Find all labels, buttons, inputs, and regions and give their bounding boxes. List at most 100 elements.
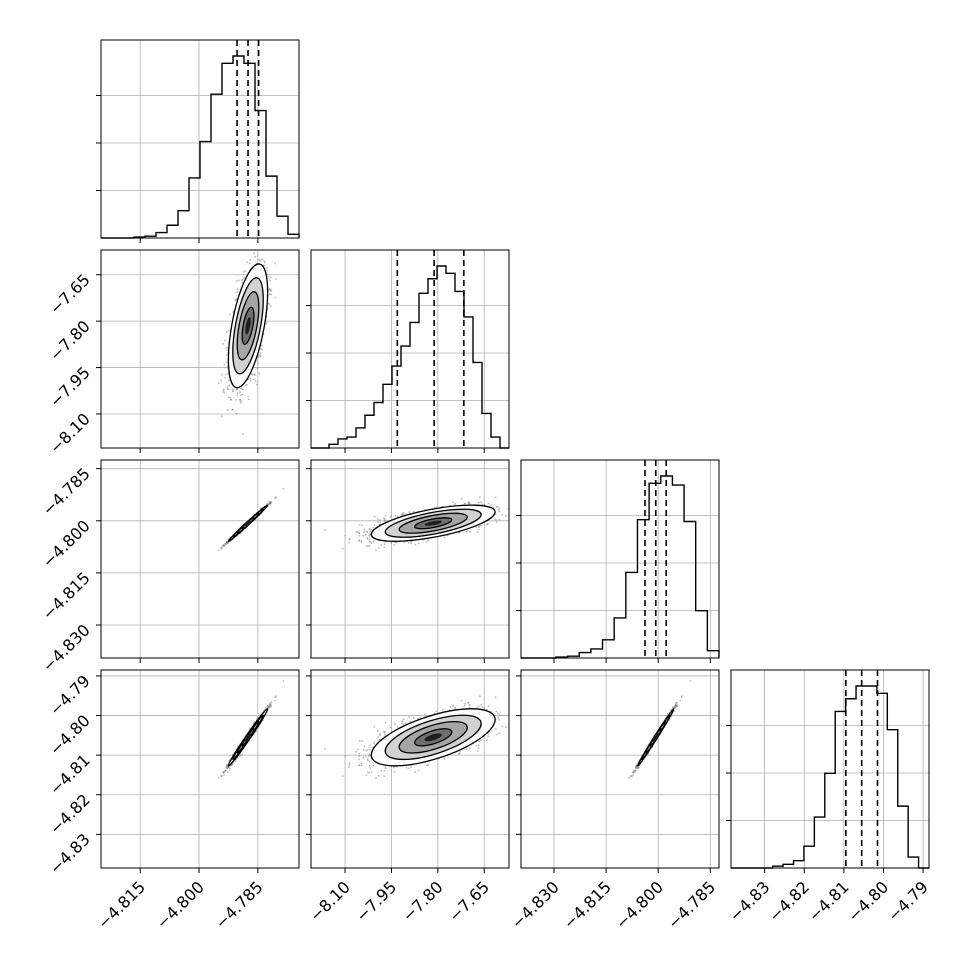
- grid-lines: [311, 460, 509, 658]
- sample-point: [220, 379, 222, 382]
- y-tick-label: −8.10: [46, 409, 94, 457]
- sample-point: [232, 311, 234, 314]
- sample-point: [260, 347, 262, 350]
- sample-point: [265, 267, 268, 269]
- sample-point: [358, 523, 361, 526]
- sample-point: [226, 766, 229, 769]
- sample-point: [369, 530, 372, 533]
- panel-frame: [520, 459, 720, 659]
- sample-point: [228, 384, 231, 387]
- sample-point: [226, 409, 229, 411]
- y-tick-label: −4.830: [39, 620, 94, 675]
- sample-point: [231, 408, 234, 411]
- sample-point: [417, 542, 420, 545]
- sample-point: [240, 279, 243, 282]
- sample-point: [256, 383, 258, 386]
- sample-point: [253, 374, 256, 377]
- sample-point: [358, 535, 360, 537]
- sample-point: [253, 252, 256, 255]
- sample-point: [239, 755, 241, 758]
- sample-point: [274, 699, 277, 702]
- sample-point: [223, 391, 225, 394]
- panel-1-0: −8.10−7.95−7.80−7.65: [46, 249, 300, 457]
- sample-point: [239, 391, 241, 394]
- sample-point: [480, 524, 482, 527]
- sample-point: [238, 279, 240, 282]
- sample-point: [377, 547, 380, 550]
- sample-point: [494, 496, 497, 499]
- sample-point: [454, 502, 456, 505]
- sample-point: [254, 255, 257, 258]
- sample-point: [224, 339, 226, 342]
- sample-point: [224, 373, 227, 376]
- sample-point: [465, 530, 468, 533]
- sample-point: [259, 352, 262, 355]
- sample-point: [257, 362, 260, 365]
- sample-point: [229, 396, 231, 399]
- sample-point: [226, 542, 229, 545]
- sample-point: [452, 501, 454, 504]
- sample-point: [239, 398, 241, 401]
- grid-lines: [311, 250, 509, 448]
- sample-point: [274, 296, 277, 299]
- sample-point: [360, 541, 363, 544]
- density-contours: [370, 504, 496, 542]
- sample-point: [366, 537, 369, 540]
- sample-point: [236, 288, 239, 291]
- sample-point: [365, 545, 368, 547]
- y-tick-label: −7.95: [46, 363, 94, 411]
- sample-point: [383, 546, 386, 549]
- sample-point: [274, 496, 277, 499]
- sample-point: [323, 528, 326, 531]
- sample-point: [220, 547, 223, 550]
- sample-point: [247, 398, 250, 401]
- sample-point: [254, 380, 257, 383]
- histogram-2: [521, 475, 720, 659]
- sample-point: [242, 433, 244, 436]
- sample-point: [259, 259, 262, 262]
- sample-point: [373, 515, 376, 518]
- sample-point: [341, 547, 344, 550]
- sample-point: [241, 388, 243, 390]
- sample-point: [378, 519, 381, 521]
- sample-point: [372, 540, 375, 543]
- sample-point: [266, 705, 269, 707]
- sample-point: [275, 278, 278, 280]
- sample-point: [362, 534, 365, 537]
- sample-point: [269, 502, 272, 505]
- sample-point: [368, 538, 371, 541]
- sample-point: [245, 384, 247, 387]
- sample-point: [393, 544, 396, 547]
- sample-point: [477, 501, 480, 504]
- corner-panels: −8.10−7.95−7.80−7.65−4.830−4.815−4.800−4…: [39, 39, 932, 933]
- sample-point: [368, 544, 371, 547]
- sample-point: [414, 543, 417, 546]
- sample-point: [247, 395, 249, 398]
- panel-2-1: [306, 459, 510, 663]
- sample-point: [394, 514, 397, 517]
- sample-point: [249, 380, 252, 382]
- sample-point: [256, 367, 259, 370]
- sample-point: [241, 753, 243, 756]
- sample-point: [263, 260, 266, 263]
- panel-3-1: −8.10−7.95−7.80−7.65: [306, 669, 510, 925]
- sample-point: [344, 534, 347, 537]
- sample-point: [408, 510, 411, 513]
- density-contours: [227, 708, 269, 767]
- sample-point: [382, 517, 385, 520]
- sample-point: [235, 280, 238, 283]
- sample-point: [498, 518, 501, 521]
- sample-point: [251, 373, 254, 376]
- grid-lines: [101, 670, 299, 868]
- sample-point: [229, 313, 232, 316]
- sample-point: [375, 549, 377, 552]
- sample-point: [259, 354, 262, 357]
- grid-lines: [101, 250, 299, 448]
- sample-point: [242, 270, 245, 273]
- sample-point: [477, 528, 480, 531]
- sample-point: [249, 377, 252, 380]
- sample-point: [220, 415, 223, 418]
- sample-point: [256, 360, 259, 363]
- sample-point: [498, 507, 501, 510]
